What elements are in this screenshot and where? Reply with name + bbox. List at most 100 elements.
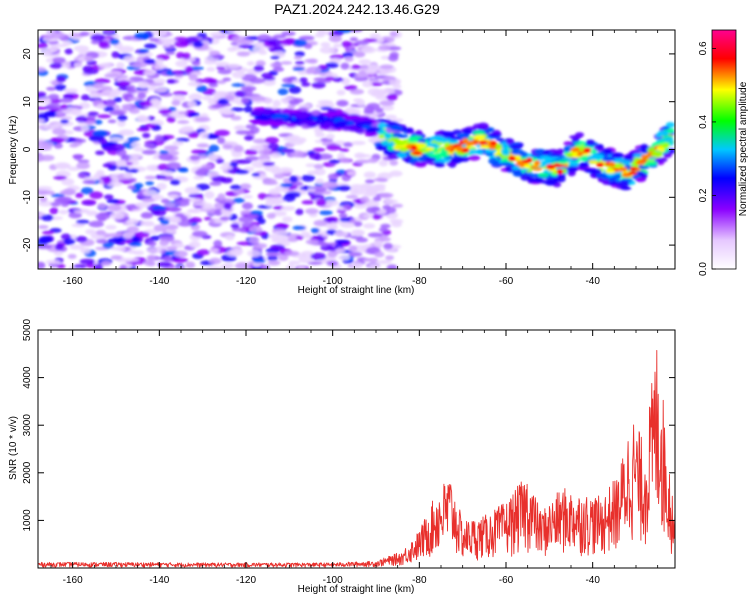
heatmap-cell — [361, 121, 373, 126]
heatmap-cell — [49, 137, 65, 143]
heatmap-cell — [257, 192, 267, 200]
heatmap-cell — [232, 197, 246, 203]
heatmap-cell — [73, 209, 88, 214]
heatmap-cell — [257, 218, 266, 225]
heatmap-peak — [490, 141, 498, 146]
heatmap-cell — [251, 110, 264, 115]
heatmap-cell — [271, 200, 282, 205]
heatmap-cell — [456, 133, 470, 139]
heatmap-cell — [292, 67, 305, 71]
heatmap-cell — [103, 106, 115, 112]
heatmap-cell — [178, 168, 189, 173]
heatmap-peak — [617, 167, 628, 172]
heatmap-cell — [96, 103, 106, 110]
heatmap-cell — [251, 265, 262, 269]
heatmap-cell — [611, 152, 624, 159]
heatmap-cell — [38, 188, 48, 196]
heatmap-cell — [367, 232, 383, 238]
heatmap-cell — [230, 222, 240, 229]
heatmap-peak — [635, 160, 645, 166]
heatmap-cell — [38, 118, 45, 123]
heatmap-peak — [577, 151, 584, 157]
heatmap-cell — [226, 250, 242, 257]
heatmap-cell — [80, 125, 90, 132]
heatmap-cell — [89, 91, 103, 98]
heatmap-cell — [280, 61, 293, 65]
heatmap-cell — [249, 145, 265, 151]
heatmap-cell — [155, 58, 164, 66]
heatmap-cell — [98, 138, 108, 145]
heatmap-cell — [133, 182, 144, 189]
heatmap-cell — [368, 263, 382, 269]
heatmap-cell — [38, 91, 47, 97]
heatmap-cell — [285, 191, 301, 198]
heatmap-cell — [315, 198, 327, 207]
heatmap-cell — [215, 158, 225, 164]
heatmap-cell — [175, 137, 190, 142]
heatmap-cell — [107, 119, 117, 124]
heatmap-cell — [631, 150, 640, 154]
heatmap-cell — [38, 97, 52, 105]
heatmap-cell — [360, 196, 370, 204]
heatmap-cell — [375, 95, 388, 101]
heatmap-peak — [444, 146, 453, 151]
heatmap-cell — [355, 237, 368, 243]
heatmap-cell — [520, 174, 531, 181]
heatmap-cell — [118, 45, 135, 53]
heatmap-cell — [233, 188, 245, 195]
heatmap-cell — [244, 149, 258, 156]
heatmap-cell — [106, 198, 120, 204]
heatmap-cell — [153, 64, 165, 70]
heatmap-cell — [100, 261, 112, 266]
heatmap-cell — [122, 231, 135, 239]
heatmap-cell — [75, 219, 90, 224]
heatmap-cell — [148, 85, 157, 91]
heatmap-cell — [63, 238, 76, 246]
heatmap-cell — [153, 78, 166, 84]
heatmap-cell — [39, 235, 53, 244]
heatmap-cell — [219, 165, 233, 171]
heatmap-cell — [380, 55, 391, 60]
heatmap-cell — [277, 88, 289, 96]
heatmap-cell — [75, 115, 88, 123]
heatmap-cell — [73, 264, 87, 269]
heatmap-cell — [75, 192, 84, 199]
heatmap-cell — [59, 98, 73, 104]
heatmap-cell — [294, 60, 305, 65]
heatmap-cell — [38, 261, 46, 269]
heatmap-peak — [411, 145, 418, 151]
heatmap-cell — [166, 79, 176, 84]
heatmap-cell — [249, 77, 266, 84]
heatmap-cell — [126, 226, 140, 233]
heatmap-cell — [353, 51, 366, 58]
heatmap-cell — [348, 124, 357, 132]
heatmap-cell — [117, 114, 128, 122]
heatmap-cell — [197, 167, 210, 175]
heatmap-cell — [58, 209, 69, 215]
heatmap-cell — [319, 46, 336, 54]
heatmap-cell — [319, 242, 329, 247]
heatmap-cell — [64, 88, 78, 94]
heatmap-cell — [178, 111, 188, 115]
heatmap-cell — [624, 155, 632, 161]
heatmap-cell — [351, 64, 362, 70]
heatmap-cell — [305, 67, 314, 75]
heatmap-cell — [537, 172, 550, 178]
heatmap-cell — [193, 175, 205, 180]
heatmap-cell — [336, 30, 352, 34]
heatmap-cell — [57, 196, 73, 203]
heatmap-peak — [656, 146, 664, 151]
heatmap-cell — [292, 225, 306, 231]
heatmap-cell — [596, 144, 604, 149]
heatmap-cell — [85, 228, 96, 235]
heatmap-cell — [77, 159, 90, 164]
heatmap-cell — [187, 81, 202, 87]
heatmap-cell — [86, 60, 97, 66]
heatmap-cell — [334, 230, 349, 237]
heatmap-cell — [376, 259, 392, 265]
heatmap-cell — [217, 137, 226, 145]
spectrogram-x-tick-label: -120 — [236, 276, 256, 287]
heatmap-cell — [287, 104, 296, 109]
heatmap-peak — [607, 161, 616, 168]
heatmap-cell — [143, 260, 154, 266]
